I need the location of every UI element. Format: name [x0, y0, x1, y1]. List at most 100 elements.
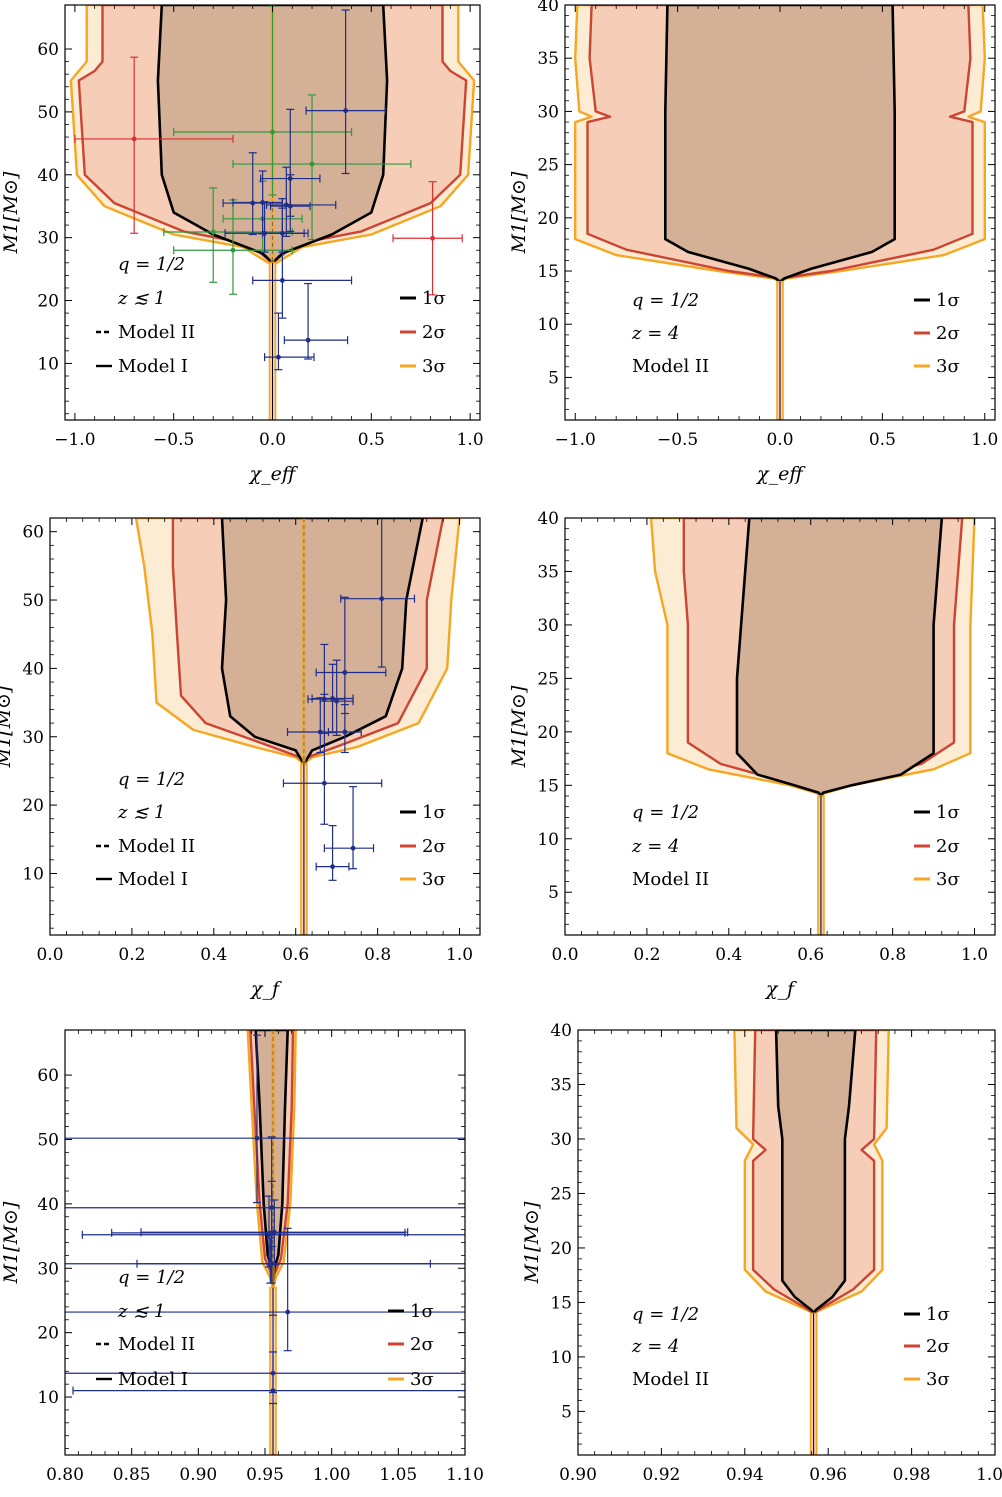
y-tick-label: 10 — [537, 315, 559, 335]
legend-label-1sigma: 1σ — [422, 802, 446, 823]
legend-label-1sigma: 1σ — [936, 290, 960, 311]
y-tick-label: 60 — [37, 1066, 59, 1086]
blue-event-point — [330, 696, 335, 701]
y-tick-label: 40 — [37, 166, 59, 186]
x-tick-label: −1.0 — [54, 430, 95, 450]
x-axis-label: χ_f — [249, 978, 282, 1000]
blue-event-point — [271, 1229, 277, 1235]
x-tick-label: 0.2 — [633, 945, 660, 965]
annotation-2: Model II — [632, 869, 709, 890]
plot-frame — [577, 1029, 996, 1456]
y-tick-label: 5 — [548, 368, 559, 388]
legend-label-1sigma: 1σ — [936, 802, 960, 823]
y-tick-label: 20 — [537, 723, 559, 743]
plot-area — [65, 1030, 465, 1455]
annotation-2: Model II — [118, 1334, 195, 1355]
y-tick-label: 10 — [537, 830, 559, 850]
legend-label-1sigma: 1σ — [422, 288, 446, 309]
annotation-0: q = 1/2 — [632, 802, 699, 823]
annotation-3: Model I — [118, 356, 188, 377]
y-tick-label: 10 — [550, 1348, 572, 1368]
y-tick-label: 50 — [37, 103, 59, 123]
green-event-point — [230, 247, 236, 253]
x-tick-label: 1.0 — [961, 945, 988, 965]
x-tick-label: 1.0 — [446, 945, 473, 965]
y-tick-label: 50 — [22, 591, 44, 611]
y-tick-label: 15 — [537, 776, 559, 796]
contour-1sigma — [664, 5, 896, 283]
blue-event-point — [270, 1388, 276, 1394]
legend-label-3sigma: 3σ — [422, 869, 446, 890]
y-tick-label: 40 — [22, 659, 44, 679]
blue-event-point — [343, 108, 349, 114]
green-event-point — [309, 161, 315, 167]
legend-label-2sigma: 2σ — [422, 836, 446, 857]
x-tick-label: 0.2 — [118, 945, 145, 965]
x-tick-label: 0.0 — [36, 945, 63, 965]
y-tick-label: 10 — [37, 354, 59, 374]
legend-label-2sigma: 2σ — [936, 323, 960, 344]
legend-label-3sigma: 3σ — [410, 1369, 434, 1390]
y-tick-label: 25 — [537, 669, 559, 689]
y-axis-label: M1[M⊙] — [521, 1201, 543, 1284]
y-tick-label: 30 — [550, 1130, 572, 1150]
x-tick-label: 0.0 — [766, 430, 793, 450]
x-tick-label: 0.90 — [559, 1465, 597, 1485]
y-tick-label: 25 — [537, 156, 559, 176]
y-tick-label: 15 — [550, 1293, 572, 1313]
x-tick-label: 0.92 — [642, 1465, 680, 1485]
legend-label-3sigma: 3σ — [926, 1369, 950, 1390]
blue-event-point — [342, 729, 348, 735]
legend-label-3sigma: 3σ — [936, 869, 960, 890]
annotation-3: Model I — [118, 869, 188, 890]
legend-label-1sigma: 1σ — [926, 1304, 950, 1325]
x-tick-label: 1.00 — [976, 1465, 1002, 1485]
plot-area — [134, 518, 461, 935]
annotation-2: Model II — [118, 322, 195, 343]
plot-area — [733, 1030, 890, 1455]
x-tick-label: 1.00 — [313, 1465, 351, 1485]
legend-label-2sigma: 2σ — [936, 836, 960, 857]
annotation-1: z = 4 — [631, 836, 679, 857]
y-tick-label: 10 — [37, 1388, 59, 1408]
y-axis-label: M1[M⊙] — [0, 171, 22, 254]
x-axis-label: χ_eff — [248, 463, 299, 485]
chart-panel-p4: 0.0 0.2 0.4 0.6 0.8 1.0 5 10 15 20 25 30 35 40 χ_f M1[M… — [508, 509, 996, 1000]
y-tick-label: 20 — [550, 1239, 572, 1259]
y-axis-label: M1[M⊙] — [508, 171, 530, 254]
y-tick-label: 25 — [550, 1184, 572, 1204]
x-tick-label: 1.10 — [446, 1465, 484, 1485]
y-axis-label: M1[M⊙] — [0, 1201, 22, 1284]
chart-panel-p1: −1.0 −0.5 0.0 0.5 1.0 10 20 30 40 50 60 χ_eff M1[M⊙]… — [0, 4, 484, 485]
y-tick-label: 35 — [550, 1075, 572, 1095]
blue-event-point — [334, 698, 340, 704]
annotation-2: Model II — [118, 836, 195, 857]
y-axis-label: M1[M⊙] — [0, 685, 15, 768]
legend-label-2sigma: 2σ — [926, 1336, 950, 1357]
chart-panel-p5: 0.80 0.85 0.90 0.95 1.00 1.05 1.10 10 20 30 40 50 60… — [0, 1029, 484, 1485]
y-tick-label: 60 — [37, 40, 59, 60]
x-tick-label: 0.94 — [726, 1465, 764, 1485]
blue-event-point — [330, 864, 335, 870]
y-tick-label: 50 — [37, 1130, 59, 1150]
x-tick-label: 0.96 — [809, 1465, 847, 1485]
x-tick-label: 0.4 — [200, 945, 227, 965]
annotation-1: z = 4 — [631, 1336, 679, 1357]
y-tick-label: 20 — [37, 1324, 59, 1344]
annotation-1: z = 4 — [631, 323, 679, 344]
x-tick-label: 0.4 — [715, 945, 742, 965]
y-tick-label: 30 — [37, 1259, 59, 1279]
blue-event-point — [379, 596, 385, 602]
x-tick-label: −0.5 — [153, 430, 194, 450]
y-tick-label: 35 — [537, 49, 559, 69]
blue-event-point — [321, 780, 327, 786]
x-tick-label: 0.8 — [364, 945, 391, 965]
x-tick-label: 0.8 — [879, 945, 906, 965]
y-tick-label: 40 — [537, 509, 559, 529]
x-tick-label: 1.0 — [457, 430, 484, 450]
y-tick-label: 30 — [22, 728, 44, 748]
annotation-1: z ≲ 1 — [117, 1301, 165, 1322]
y-tick-label: 30 — [537, 102, 559, 122]
plot-frame — [49, 517, 481, 936]
